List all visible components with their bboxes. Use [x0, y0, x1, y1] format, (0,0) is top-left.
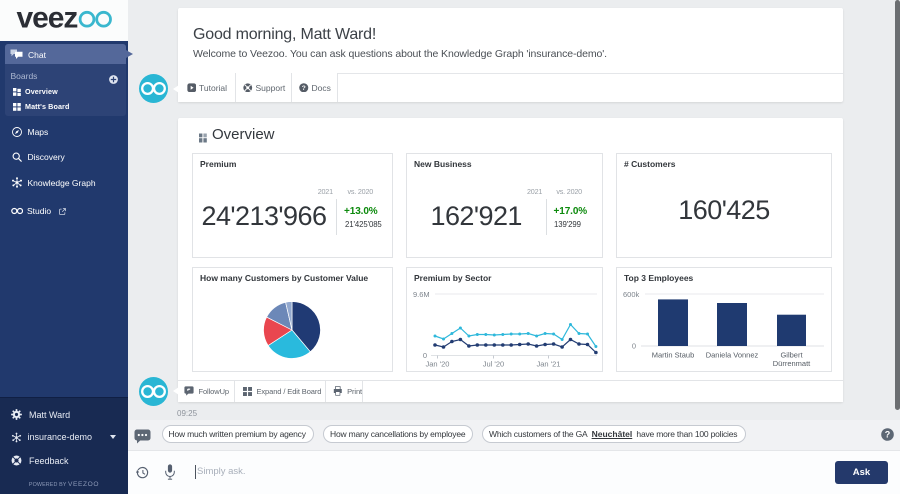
- svg-text:Jan '21: Jan '21: [537, 360, 561, 369]
- svg-text:0: 0: [423, 351, 427, 360]
- svg-text:Dürrenmatt: Dürrenmatt: [773, 359, 811, 368]
- svg-text:0: 0: [632, 342, 636, 351]
- svg-text:Jul '20: Jul '20: [483, 360, 504, 369]
- svg-text:?: ?: [884, 429, 890, 439]
- svg-text:600k: 600k: [623, 290, 640, 299]
- svg-text:Gilbert: Gilbert: [780, 351, 803, 360]
- svg-text:Martin Staub: Martin Staub: [652, 351, 695, 360]
- svg-text:veez: veez: [17, 2, 78, 35]
- svg-text:Daniela Vonnez: Daniela Vonnez: [706, 351, 759, 360]
- svg-text:Jan '20: Jan '20: [426, 360, 450, 369]
- svg-text:?: ?: [302, 85, 306, 92]
- svg-text:9.6M: 9.6M: [413, 290, 430, 299]
